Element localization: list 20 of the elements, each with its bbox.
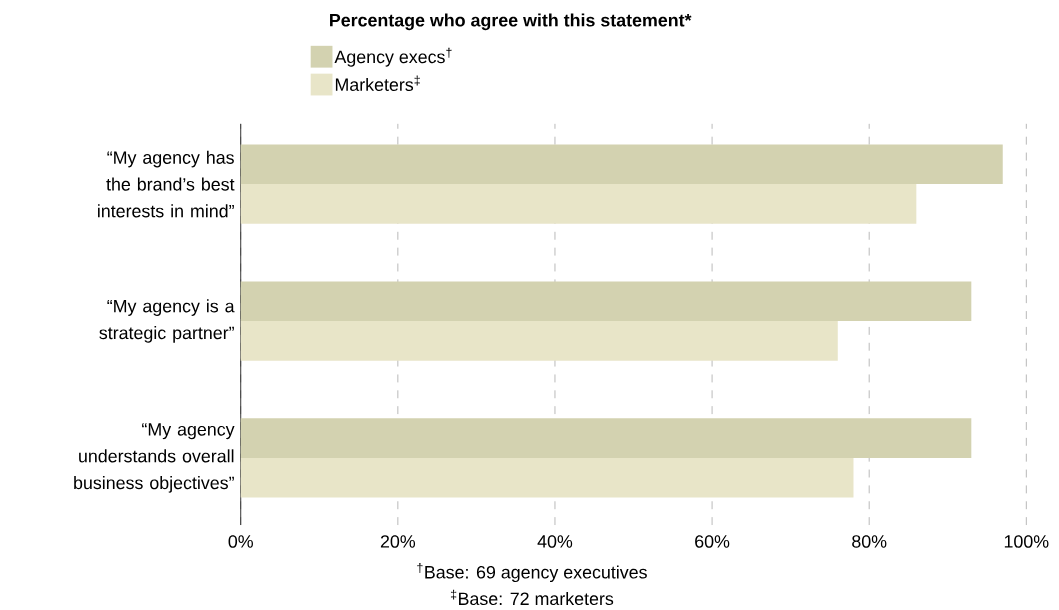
bar	[240, 281, 972, 321]
legend-label: Agency execs$^{†}$	[334, 47, 452, 67]
legend-label: Marketers$^{‡}$	[335, 75, 420, 91]
bar	[240, 144, 1003, 184]
bar	[240, 457, 854, 498]
chart-title: Percentage who agree with this statement*	[330, 13, 692, 31]
text: $^{†}$Base: 69 agency executives	[417, 563, 647, 582]
x-tick-label: 60%	[695, 535, 730, 548]
y-tick-label: “My agency understands overall business objectives”	[74, 423, 235, 493]
y-tick-label: “My agency is a strategic partner”	[99, 299, 235, 343]
bar	[240, 320, 838, 361]
x-tick-label: 100%	[1004, 535, 1049, 548]
bar	[240, 418, 972, 458]
text: $^{‡}$Base: 72 marketers	[450, 589, 614, 605]
x-tick-label: 0%	[228, 535, 253, 548]
x-tick-label: 80%	[852, 535, 887, 548]
bar	[240, 183, 917, 224]
x-tick-label: 40%	[537, 535, 573, 548]
y-tick-label: “My agency has the brand’s best interests in mind”	[98, 150, 235, 218]
x-tick-label: 20%	[380, 535, 416, 548]
